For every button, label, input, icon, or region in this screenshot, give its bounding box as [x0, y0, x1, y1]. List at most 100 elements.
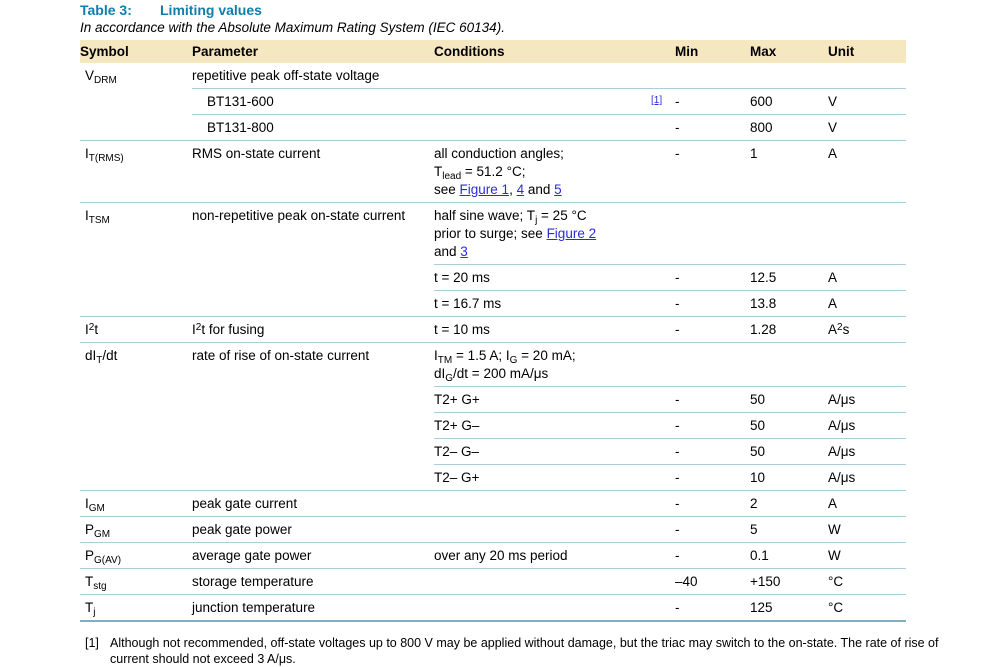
symbol-cell: VDRM: [80, 63, 192, 88]
max-value: 50: [750, 392, 766, 407]
text-segment: prior to surge; see: [434, 226, 547, 241]
table-row: T2– G– - 50 A/μs: [80, 438, 906, 464]
conditions-line: T2– G–: [434, 443, 675, 461]
column-header-max: Max: [750, 44, 777, 59]
parameter-cell: [192, 290, 434, 316]
text-segment: t = 20 ms: [434, 270, 490, 285]
parameter-cell: junction temperature: [192, 594, 434, 620]
text-segment: I: [85, 146, 89, 161]
text-segment: A/μs: [828, 444, 856, 459]
text-segment: dI: [85, 348, 97, 363]
min-cell: [1] -: [651, 88, 750, 114]
unit-cell: W: [828, 516, 906, 542]
text-segment: TSM: [88, 215, 110, 226]
min-value: -: [675, 270, 680, 285]
text-segment: A/μs: [828, 418, 856, 433]
table-row: Tj junction temperature -125 °C: [80, 594, 906, 620]
text-segment: W: [828, 522, 841, 537]
max-cell: 800: [750, 114, 828, 140]
symbol-cell: [80, 114, 192, 140]
table-row: PG(AV) average gate power over any 20 ms p…: [80, 542, 906, 568]
table-row: T2+ G+ - 50 A/μs: [80, 386, 906, 412]
text-segment: over any 20 ms period: [434, 548, 568, 563]
symbol-cell: dIT/dt: [80, 342, 192, 386]
figure-link[interactable]: Figure 1: [459, 182, 510, 197]
conditions-line: T2– G+: [434, 469, 675, 487]
text-segment: j: [535, 215, 538, 226]
column-header-min: Min: [675, 44, 699, 59]
conditions-cell: [434, 490, 675, 516]
conditions-cell: [434, 88, 675, 114]
figure-link[interactable]: 3: [460, 244, 468, 259]
text-segment: = 1.5 A; I: [452, 348, 510, 363]
min-cell: -: [675, 516, 750, 542]
text-segment: t = 16.7 ms: [434, 296, 502, 311]
symbol-cell: I2t: [80, 316, 192, 342]
parameter-cell: BT131-600: [192, 88, 434, 114]
table-row: IGM peak gate current -2 A: [80, 490, 906, 516]
text-segment: j: [93, 607, 96, 618]
min-cell: [675, 63, 750, 88]
conditions-line: T2+ G–: [434, 417, 675, 435]
text-segment: RMS on-state current: [192, 146, 321, 161]
text-segment: half sine wave; T: [434, 208, 536, 223]
min-cell: [675, 202, 750, 264]
min-value: -: [675, 548, 680, 563]
max-cell: 5: [750, 516, 828, 542]
text-segment: I: [192, 322, 196, 337]
text-segment: V: [828, 120, 838, 135]
min-value: -: [675, 522, 680, 537]
footnote-ref-link[interactable]: [1]: [651, 95, 663, 106]
conditions-cell: T2+ G+: [434, 386, 675, 412]
max-cell: 12.5: [750, 264, 828, 290]
text-segment: 2: [195, 322, 202, 333]
text-segment: P: [85, 548, 95, 563]
symbol-cell: [80, 464, 192, 490]
max-value: 1: [750, 146, 758, 161]
table-row: BT131-600 [1] - 600 V: [80, 88, 906, 114]
parameter-cell: I2t for fusing: [192, 316, 434, 342]
parameter-cell: rate of rise of on-state current: [192, 342, 434, 386]
text-segment: average gate power: [192, 548, 312, 563]
max-value: 2: [750, 496, 758, 511]
text-segment: T2+ G–: [434, 418, 480, 433]
symbol-cell: [80, 290, 192, 316]
figure-link[interactable]: 4: [516, 182, 525, 197]
symbol-cell: [80, 264, 192, 290]
table-header-row: Symbol Parameter Conditions Min Max Unit: [80, 40, 906, 63]
text-segment: V: [85, 68, 95, 83]
conditions-cell: half sine wave; Tj = 25 °C prior to surge…: [434, 202, 675, 264]
min-cell: -: [675, 316, 750, 342]
column-header-symbol: Symbol: [80, 44, 129, 59]
text-segment: junction temperature: [192, 600, 316, 615]
table-row: t = 20 ms - 12.5 A: [80, 264, 906, 290]
max-cell: [750, 202, 828, 264]
text-segment: BT131-600: [207, 94, 274, 109]
figure-link[interactable]: Figure 2: [546, 226, 597, 241]
limiting-values-table: Symbol Parameter Conditions Min Max Unit VDRM…: [80, 40, 906, 622]
max-cell: 13.8: [750, 290, 828, 316]
max-value: 13.8: [750, 296, 777, 311]
text-segment: P: [85, 522, 95, 537]
table-row: dIT/dt rate of rise of on-state current IT…: [80, 342, 906, 386]
min-cell: -: [675, 438, 750, 464]
unit-cell: °C: [828, 568, 906, 594]
text-segment: A: [828, 296, 838, 311]
footnote-text: Although not recommended, off-state volt…: [110, 636, 939, 666]
symbol-cell: Tstg: [80, 568, 192, 594]
max-cell: 600: [750, 88, 828, 114]
max-cell: 50: [750, 438, 828, 464]
text-segment: I: [85, 208, 89, 223]
column-header-unit: Unit: [828, 44, 855, 59]
max-value: 0.1: [750, 548, 769, 563]
min-value: -: [675, 444, 680, 459]
unit-cell: A: [828, 140, 906, 202]
min-value: -: [675, 418, 680, 433]
conditions-cell: [434, 114, 675, 140]
parameter-cell: repetitive peak off-state voltage: [192, 63, 434, 88]
figure-link[interactable]: 5: [554, 182, 562, 197]
column-header-parameter: Parameter: [192, 44, 259, 59]
min-cell: -: [675, 114, 750, 140]
text-segment: W: [828, 548, 841, 563]
max-value: 125: [750, 600, 773, 615]
